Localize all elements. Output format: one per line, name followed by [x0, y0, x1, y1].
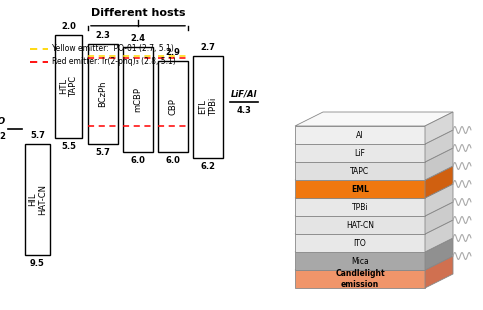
Text: Red emitter: Ir(2-phq)₃ (2.8, 5.1): Red emitter: Ir(2-phq)₃ (2.8, 5.1) [52, 57, 176, 67]
Text: 9.5: 9.5 [30, 259, 45, 268]
Text: HTL
TAPC: HTL TAPC [59, 76, 78, 97]
Polygon shape [295, 202, 453, 216]
Polygon shape [295, 252, 425, 270]
Text: 5.5: 5.5 [61, 142, 76, 151]
Text: LiF: LiF [355, 148, 366, 157]
Polygon shape [295, 148, 453, 162]
Polygon shape [425, 148, 453, 180]
Text: 2.7: 2.7 [200, 42, 215, 51]
Polygon shape [425, 202, 453, 234]
Bar [55, 35, 82, 138]
Polygon shape [295, 220, 453, 234]
Text: 2.4: 2.4 [130, 34, 145, 43]
Text: 2.9: 2.9 [166, 48, 181, 57]
Bar [123, 47, 153, 152]
Text: Al: Al [356, 131, 364, 140]
Polygon shape [425, 166, 453, 198]
Text: Yellow emitter:  PO-01 (2.7, 5.1): Yellow emitter: PO-01 (2.7, 5.1) [52, 45, 174, 54]
Bar [158, 61, 188, 152]
Text: 5.7: 5.7 [30, 131, 45, 140]
Text: CBP: CBP [169, 99, 177, 115]
Text: 5.2: 5.2 [0, 132, 6, 141]
Text: Mica: Mica [351, 256, 369, 265]
Text: 2.3: 2.3 [96, 31, 111, 40]
Polygon shape [295, 162, 425, 180]
Text: Candlelight
emission: Candlelight emission [335, 269, 385, 289]
Polygon shape [295, 184, 453, 198]
Text: 2.0: 2.0 [61, 22, 76, 31]
Polygon shape [425, 256, 453, 288]
Text: TAPC: TAPC [351, 166, 369, 175]
Text: TPBi: TPBi [352, 202, 369, 211]
Text: LiF/Al: LiF/Al [231, 90, 257, 99]
Polygon shape [295, 238, 453, 252]
Text: 4.3: 4.3 [237, 106, 252, 115]
Text: 5.7: 5.7 [96, 148, 111, 157]
Text: ITO: ITO [354, 238, 367, 247]
Text: ETL
TPBi: ETL TPBi [199, 98, 218, 116]
Polygon shape [295, 166, 453, 180]
Polygon shape [295, 216, 425, 234]
Polygon shape [425, 112, 453, 144]
Polygon shape [295, 126, 425, 144]
Polygon shape [295, 144, 425, 162]
Text: BCzPh: BCzPh [99, 80, 108, 107]
Text: ITO: ITO [0, 117, 6, 126]
Text: 6.2: 6.2 [200, 162, 215, 171]
Bar [25, 144, 50, 255]
Text: EML: EML [351, 184, 369, 193]
Text: mCBP: mCBP [133, 87, 142, 112]
Polygon shape [295, 112, 453, 126]
Polygon shape [425, 184, 453, 216]
Polygon shape [425, 238, 453, 270]
Polygon shape [295, 180, 425, 198]
Polygon shape [295, 198, 425, 216]
Text: 6.0: 6.0 [130, 156, 145, 165]
Polygon shape [295, 270, 425, 288]
Text: HIL
HAT-CN: HIL HAT-CN [28, 184, 47, 215]
Bar [88, 44, 118, 144]
Polygon shape [295, 256, 453, 270]
Polygon shape [295, 234, 425, 252]
Bar [193, 55, 223, 158]
Text: HAT-CN: HAT-CN [346, 220, 374, 229]
Polygon shape [425, 130, 453, 162]
Polygon shape [425, 220, 453, 252]
Text: 6.0: 6.0 [166, 156, 181, 165]
Polygon shape [295, 130, 453, 144]
Text: Different hosts: Different hosts [91, 8, 185, 18]
